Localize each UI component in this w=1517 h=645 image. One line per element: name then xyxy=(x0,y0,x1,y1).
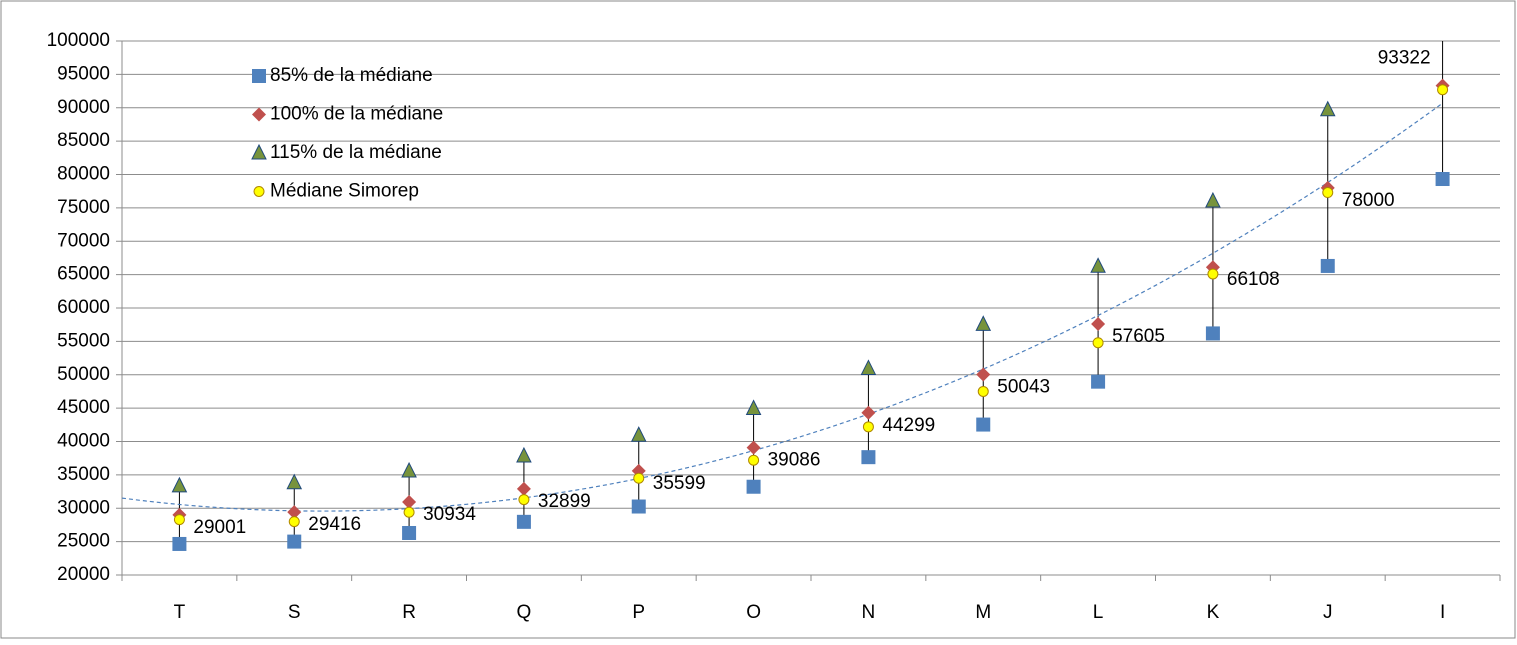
y-tick-label: 30000 xyxy=(57,497,110,518)
marker-square xyxy=(172,536,187,551)
data-label: 50043 xyxy=(997,376,1050,397)
data-label: 66108 xyxy=(1227,269,1280,290)
marker-square xyxy=(287,534,302,549)
y-tick-label: 90000 xyxy=(57,97,110,118)
y-tick-label: 40000 xyxy=(57,431,110,452)
x-tick-label: P xyxy=(632,602,645,623)
x-tick-label: M xyxy=(975,602,991,623)
marker-triangle xyxy=(975,315,992,331)
legend-label: 85% de la médiane xyxy=(270,65,433,86)
x-tick-label: O xyxy=(746,602,761,623)
marker-triangle xyxy=(251,143,267,160)
legend-label: Médiane Simorep xyxy=(270,181,419,202)
plot-area xyxy=(122,41,1450,551)
x-tick-label: I xyxy=(1440,602,1445,623)
x-tick-label: Q xyxy=(517,602,532,623)
marker-circle xyxy=(403,506,415,518)
marker-square xyxy=(631,499,646,514)
y-tick-label: 70000 xyxy=(57,230,110,251)
marker-square xyxy=(1435,172,1450,187)
marker-circle xyxy=(1092,337,1104,349)
marker-square xyxy=(252,69,266,83)
marker-circle xyxy=(518,494,530,506)
y-tick-label: 80000 xyxy=(57,164,110,185)
y-tick-label: 75000 xyxy=(57,197,110,218)
data-label: 57605 xyxy=(1112,326,1165,347)
x-tick-label: S xyxy=(288,602,301,623)
y-tick-label: 45000 xyxy=(57,397,110,418)
marker-triangle xyxy=(171,476,188,493)
marker-square xyxy=(746,479,761,494)
marker-square xyxy=(1320,258,1335,273)
marker-triangle xyxy=(745,399,762,415)
marker-circle xyxy=(862,421,874,433)
marker-triangle xyxy=(1319,100,1336,117)
marker-circle xyxy=(253,186,265,197)
marker-diamond xyxy=(861,405,876,420)
y-tick-label: 85000 xyxy=(57,130,110,151)
marker-diamond xyxy=(252,107,266,122)
x-tick-label: R xyxy=(402,602,416,623)
marker-triangle xyxy=(1205,191,1221,208)
data-label: 32899 xyxy=(538,491,591,512)
marker-circle xyxy=(633,472,645,484)
marker-circle xyxy=(1207,268,1219,280)
marker-diamond xyxy=(402,495,417,510)
y-tick-label: 65000 xyxy=(57,264,110,285)
marker-square xyxy=(516,514,531,529)
legend-label: 100% de la médiane xyxy=(270,104,443,125)
data-label: 29001 xyxy=(193,517,246,538)
y-tick-label: 35000 xyxy=(57,464,110,485)
marker-circle xyxy=(288,516,300,528)
marker-circle xyxy=(173,514,185,526)
marker-circle xyxy=(1322,187,1334,199)
marker-triangle xyxy=(401,461,417,478)
marker-triangle xyxy=(516,446,532,463)
x-tick-label: J xyxy=(1323,602,1333,623)
marker-circle xyxy=(977,385,989,397)
data-label: 93322 xyxy=(1378,48,1431,69)
x-tick-label: N xyxy=(862,602,876,623)
marker-circle xyxy=(1437,84,1449,96)
marker-square xyxy=(861,450,876,465)
marker-square xyxy=(402,525,417,540)
y-tick-label: 60000 xyxy=(57,297,110,318)
marker-triangle xyxy=(1090,257,1106,273)
marker-square xyxy=(976,417,991,432)
y-tick-label: 55000 xyxy=(57,330,110,351)
y-tick-label: 95000 xyxy=(57,63,110,84)
marker-triangle xyxy=(630,426,647,442)
y-tick-label: 100000 xyxy=(47,30,110,51)
data-label: 39086 xyxy=(768,450,821,471)
legend-label: 115% de la médiane xyxy=(270,142,442,163)
y-tick-label: 50000 xyxy=(57,364,110,385)
x-tick-label: T xyxy=(174,602,186,623)
marker-triangle xyxy=(286,473,303,490)
marker-diamond xyxy=(287,505,302,520)
marker-square xyxy=(1205,326,1220,341)
marker-triangle xyxy=(860,359,877,375)
trendline xyxy=(122,102,1443,512)
marker-diamond xyxy=(976,367,991,382)
y-tick-label: 20000 xyxy=(57,564,110,585)
x-tick-label: L xyxy=(1093,602,1104,623)
data-label: 78000 xyxy=(1342,190,1395,211)
data-label: 44299 xyxy=(882,415,935,436)
marker-diamond xyxy=(516,481,531,496)
y-tick-label: 25000 xyxy=(57,531,110,552)
data-label: 30934 xyxy=(423,504,476,525)
data-label: 29416 xyxy=(308,514,361,535)
marker-circle xyxy=(748,454,760,466)
data-label: 35599 xyxy=(653,473,706,494)
marker-diamond xyxy=(1091,316,1106,331)
marker-square xyxy=(1091,374,1106,389)
marker-diamond xyxy=(746,440,761,455)
x-tick-label: K xyxy=(1207,602,1220,623)
